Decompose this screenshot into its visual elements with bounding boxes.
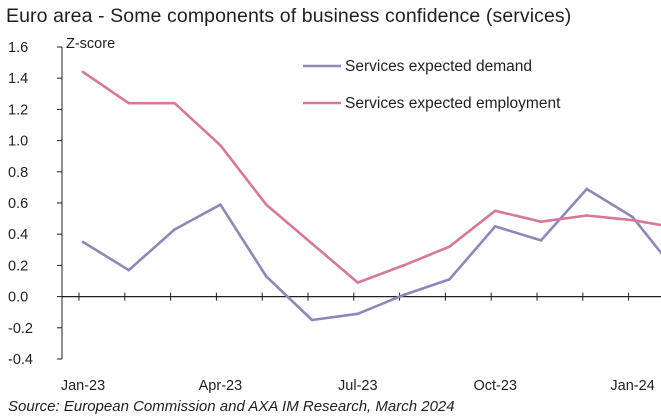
y-tick-label: 0.2: [8, 258, 28, 274]
data-point: [310, 242, 314, 245]
legend-label: Services expected employment: [345, 95, 561, 112]
y-tick-label: 1.0: [8, 134, 28, 150]
series-line-expected-demand: [82, 187, 661, 322]
x-tick-label: Apr-23: [199, 378, 243, 394]
data-point: [127, 268, 131, 272]
chart-legend: Services expected demand Services expecte…: [303, 58, 561, 112]
y-tick-label: 1.4: [8, 71, 28, 87]
chart-series: [81, 70, 661, 322]
source-note: Source: European Commission and AXA IM R…: [8, 398, 455, 415]
y-tick-label: -0.4: [8, 352, 33, 368]
y-tick-label: 1.2: [8, 102, 28, 118]
series-line-expected-employment: [82, 70, 661, 284]
data-point: [219, 203, 222, 206]
data-point: [539, 220, 543, 224]
y-tick-label: 0.6: [8, 196, 28, 212]
y-tick-label: 0.8: [8, 165, 28, 181]
data-point: [631, 218, 634, 222]
y-axis-label: Z-score: [66, 36, 115, 52]
data-point: [219, 143, 222, 147]
data-point: [264, 275, 268, 278]
data-point: [81, 70, 85, 74]
legend-label: Services expected demand: [345, 58, 532, 75]
y-tick-label: 1.6: [8, 40, 28, 56]
chart-title: Euro area - Some components of business …: [6, 5, 572, 27]
data-point: [264, 203, 268, 206]
y-tick-label: -0.2: [8, 321, 33, 337]
data-point: [585, 187, 589, 191]
data-point: [539, 239, 543, 242]
data-point: [173, 101, 176, 105]
x-tick-label: Jan-23: [61, 378, 105, 394]
data-point: [448, 245, 451, 248]
data-point: [310, 318, 314, 322]
data-point: [356, 281, 360, 284]
data-point: [402, 264, 405, 267]
data-point: [631, 215, 634, 219]
data-point: [81, 240, 85, 244]
data-point: [493, 209, 497, 213]
data-point: [356, 312, 360, 316]
data-point: [585, 214, 589, 217]
x-tick-label: Oct-23: [473, 378, 517, 394]
x-tick-label: Jul-23: [338, 378, 378, 394]
data-point: [127, 101, 131, 105]
y-tick-label: 0.4: [8, 227, 28, 243]
chart-axes: -0.4 -0.2 0.0 0.2 0.4 0.6 0.8 1.0 1.2 1.4 1.6 Jan-2…: [8, 40, 661, 394]
y-tick-label: 0.0: [8, 290, 28, 306]
data-point: [402, 293, 405, 297]
x-tick-label: Jan-24: [610, 378, 654, 394]
data-point: [173, 228, 176, 231]
data-point: [493, 225, 497, 228]
data-point: [448, 278, 451, 281]
